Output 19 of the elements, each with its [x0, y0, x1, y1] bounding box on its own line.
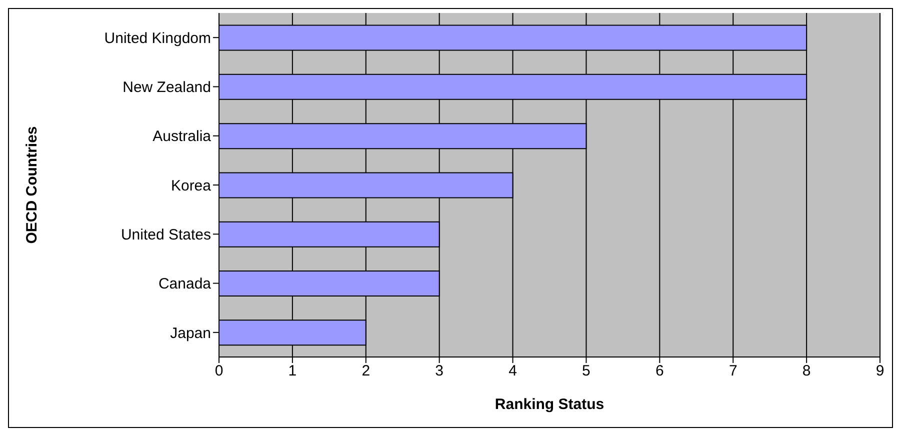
x-tick-label: 1	[288, 362, 297, 380]
y-tick-label: United States	[120, 226, 211, 244]
x-tick-label: 3	[435, 362, 444, 380]
x-tick-label: 9	[876, 362, 884, 380]
x-tick-label: 4	[508, 362, 517, 380]
x-tick-label: 2	[362, 362, 370, 380]
y-tick-label: New Zealand	[122, 79, 211, 96]
y-tick-label: Australia	[152, 128, 212, 146]
y-axis-title: OECD Countries	[23, 126, 40, 244]
x-tick-label: 7	[728, 362, 738, 380]
x-tick-label: 0	[214, 362, 224, 380]
y-tick-label: Korea	[170, 177, 212, 194]
x-tick-label: 5	[582, 362, 590, 380]
y-tick-label: Japan	[170, 324, 211, 342]
y-tick-label: Canada	[158, 276, 212, 293]
x-tick-label: 6	[655, 362, 664, 380]
y-tick-label: United Kingdom	[104, 30, 211, 47]
x-axis-title: Ranking Status	[494, 396, 604, 413]
x-tick-label: 8	[802, 362, 811, 380]
